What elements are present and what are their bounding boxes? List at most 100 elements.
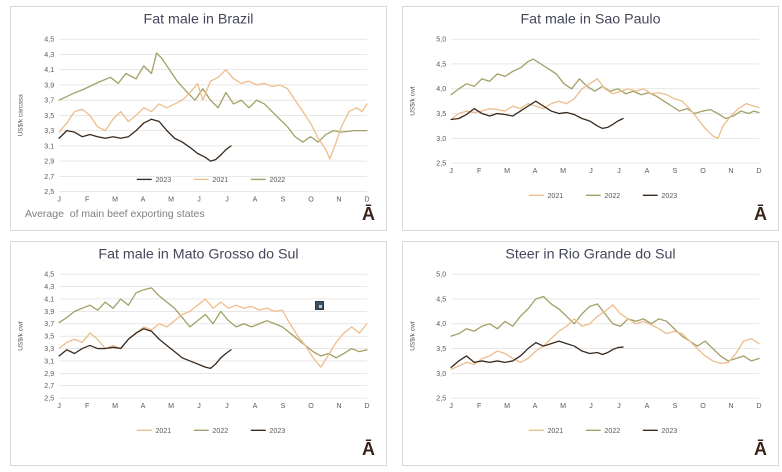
svg-text:2,5: 2,5 [44,188,54,196]
svg-text:A: A [645,402,650,410]
svg-text:J: J [57,402,61,410]
svg-text:5,0: 5,0 [436,271,446,279]
svg-text:2,7: 2,7 [44,173,54,181]
svg-text:Steer in Rio Grande do Sul: Steer in Rio Grande do Sul [505,247,675,263]
svg-text:F: F [477,167,482,175]
svg-text:US$/k cwt: US$/k cwt [18,321,25,350]
svg-text:2021: 2021 [547,427,563,435]
svg-text:O: O [308,402,314,410]
svg-text:M: M [112,402,118,410]
svg-text:J: J [449,167,453,175]
svg-text:4,5: 4,5 [436,60,446,68]
svg-text:J: J [589,402,593,410]
svg-text:3,5: 3,5 [436,345,446,353]
svg-text:N: N [336,402,341,410]
svg-text:M: M [112,196,118,204]
svg-text:2,5: 2,5 [44,395,54,403]
svg-text:4,5: 4,5 [44,271,54,279]
svg-text:2023: 2023 [155,176,171,184]
svg-text:4,0: 4,0 [436,320,446,328]
svg-text:3,9: 3,9 [44,308,54,316]
svg-text:3,7: 3,7 [44,320,54,328]
svg-text:J: J [197,196,201,204]
svg-text:A: A [533,167,538,175]
svg-text:3,3: 3,3 [44,345,54,353]
svg-text:D: D [756,167,761,175]
svg-text:F: F [85,402,90,410]
svg-text:A: A [533,402,538,410]
svg-text:4,1: 4,1 [44,66,54,74]
svg-text:US$/k carcasa: US$/k carcasa [18,94,25,137]
svg-text:2022: 2022 [604,427,620,435]
svg-text:A: A [141,402,146,410]
svg-text:3,5: 3,5 [44,333,54,341]
svg-text:3,1: 3,1 [44,142,54,150]
svg-text:2021: 2021 [212,176,228,184]
svg-text:2023: 2023 [661,192,677,200]
svg-text:3,9: 3,9 [44,81,54,89]
svg-text:N: N [336,196,341,204]
svg-text:4,5: 4,5 [44,36,54,44]
svg-text:N: N [728,402,733,410]
svg-text:3,0: 3,0 [436,135,446,143]
svg-text:Fat male in Sao Paulo: Fat male in Sao Paulo [520,12,660,28]
svg-text:3,7: 3,7 [44,97,54,105]
svg-text:4,3: 4,3 [44,51,54,59]
svg-text:J: J [225,402,229,410]
svg-text:2,9: 2,9 [44,158,54,166]
svg-text:A: A [253,402,258,410]
svg-text:M: M [504,402,510,410]
svg-text:F: F [85,196,90,204]
svg-text:M: M [168,196,174,204]
svg-text:US$/k cwt: US$/k cwt [410,321,417,350]
svg-text:O: O [700,402,706,410]
svg-text:2023: 2023 [661,427,677,435]
svg-text:2,9: 2,9 [44,370,54,378]
svg-text:2021: 2021 [155,427,171,435]
svg-text:D: D [756,402,761,410]
svg-text:D: D [364,402,369,410]
svg-text:D: D [364,196,369,204]
svg-text:2,5: 2,5 [436,395,446,403]
svg-text:S: S [281,196,286,204]
svg-text:3,0: 3,0 [436,370,446,378]
svg-text:F: F [477,402,482,410]
svg-text:5,0: 5,0 [436,36,446,44]
svg-text:J: J [197,402,201,410]
svg-text:4,0: 4,0 [436,85,446,93]
svg-text:M: M [560,402,566,410]
svg-text:S: S [673,402,678,410]
svg-text:M: M [168,402,174,410]
svg-text:O: O [308,196,314,204]
svg-text:J: J [225,196,229,204]
svg-text:Fat male in Mato Grosso do Sul: Fat male in Mato Grosso do Sul [98,247,298,263]
svg-text:3,1: 3,1 [44,357,54,365]
svg-text:M: M [560,167,566,175]
svg-text:S: S [281,402,286,410]
svg-text:M: M [504,167,510,175]
svg-text:2022: 2022 [269,176,285,184]
svg-text:J: J [449,402,453,410]
svg-text:J: J [57,196,61,204]
svg-text:A: A [645,167,650,175]
svg-text:S: S [673,167,678,175]
svg-text:3,3: 3,3 [44,127,54,135]
svg-text:J: J [617,167,621,175]
svg-text:2,7: 2,7 [44,382,54,390]
svg-text:US$/k cwt: US$/k cwt [410,86,417,115]
svg-text:2,5: 2,5 [436,160,446,168]
svg-text:2022: 2022 [212,427,228,435]
svg-text:3,5: 3,5 [436,110,446,118]
svg-text:2021: 2021 [547,192,563,200]
svg-text:4,5: 4,5 [436,295,446,303]
svg-text:2023: 2023 [269,427,285,435]
svg-text:2022: 2022 [604,192,620,200]
svg-text:3,5: 3,5 [44,112,54,120]
svg-text:O: O [700,167,706,175]
svg-text:4,3: 4,3 [44,283,54,291]
svg-text:N: N [728,167,733,175]
svg-text:A: A [141,196,146,204]
svg-text:A: A [253,196,258,204]
svg-text:4,1: 4,1 [44,295,54,303]
svg-text:J: J [589,167,593,175]
